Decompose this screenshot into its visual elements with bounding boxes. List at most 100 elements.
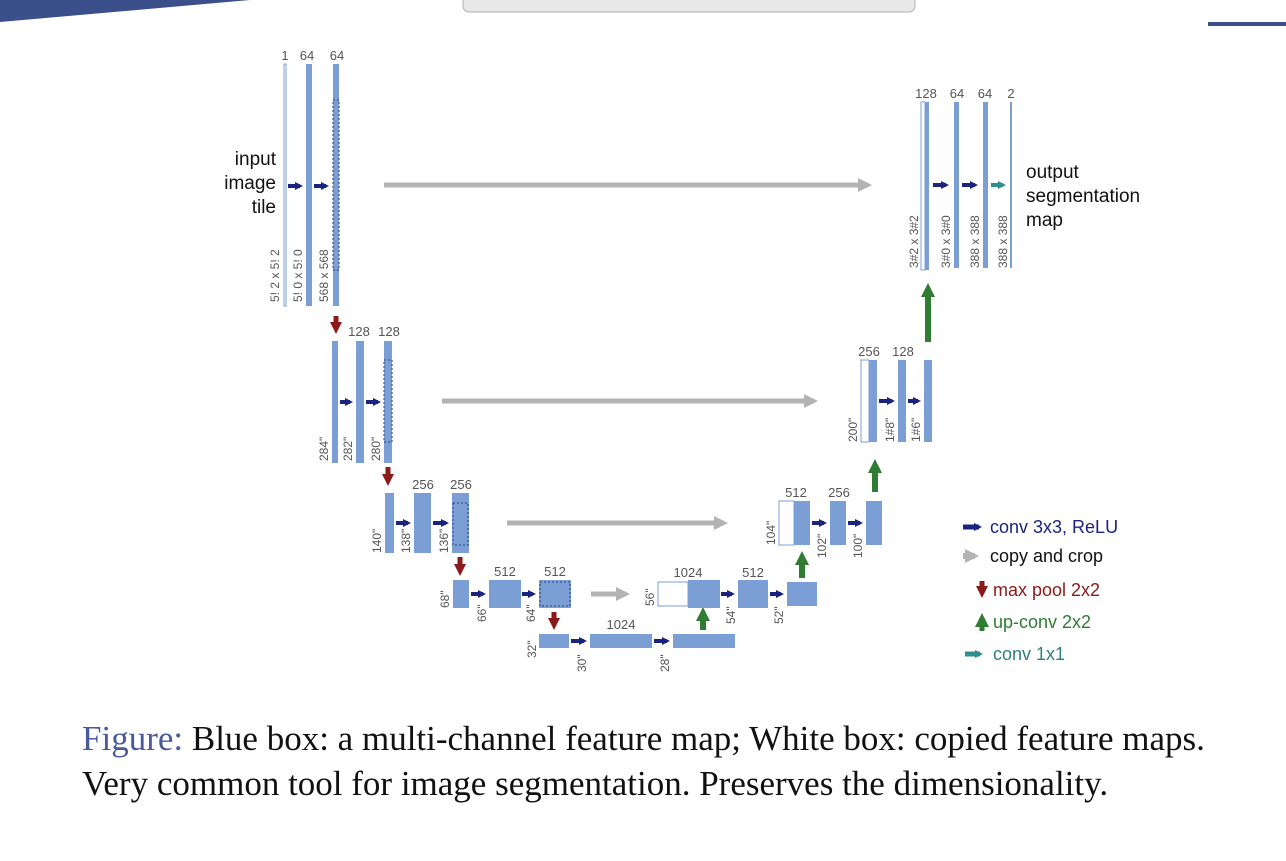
size-label: 32": [525, 640, 539, 658]
feature-map-l4-b: [489, 580, 521, 608]
size-label: 66": [475, 604, 489, 622]
size-label: 102": [815, 534, 829, 558]
channel-label: 128: [915, 86, 937, 101]
size-label: 388 x 388: [996, 215, 1010, 268]
channel-label: 256: [828, 485, 850, 500]
size-label: 104": [764, 521, 778, 545]
feature-map-u2-c: [924, 360, 932, 442]
feature-map-l3-c: [452, 493, 469, 553]
feature-map-l4-a: [453, 580, 469, 608]
feature-map-l5-a: [539, 634, 569, 648]
legend-label: conv 3x3, ReLU: [990, 517, 1118, 537]
figure-caption: Figure: Blue box: a multi-channel featur…: [82, 716, 1272, 806]
copied-map-u2: [860, 359, 870, 443]
feature-map-u2-b: [898, 360, 906, 442]
crop-region-l3: [452, 502, 469, 546]
size-label: 52": [772, 606, 786, 624]
size-label: 284": [317, 437, 331, 461]
feature-map-u3-c: [866, 501, 882, 545]
copied-map-u4: [657, 581, 689, 607]
feature-map-l2-a: [332, 341, 338, 463]
size-label: 140": [370, 529, 384, 553]
channel-label: 64: [330, 48, 344, 63]
feature-map-l1-b: [333, 64, 339, 306]
size-label: 3#2 x 3#2: [907, 215, 921, 268]
feature-map-l2-b: [356, 341, 364, 463]
feature-map-l5-c: [673, 634, 735, 648]
slide-corner-decoration: [0, 0, 250, 22]
output-label-line: segmentation: [1026, 186, 1140, 207]
copied-map-u1: [920, 101, 926, 271]
channel-label: 64: [300, 48, 314, 63]
size-label: 56": [643, 588, 657, 606]
viewer-toolbar[interactable]: [462, 0, 916, 13]
size-label: 100": [851, 534, 865, 558]
size-label: 28": [658, 654, 672, 672]
size-label: 68": [438, 590, 452, 608]
channel-label: 1024: [674, 565, 703, 580]
legend-label: copy and crop: [990, 546, 1103, 566]
channel-label: 1: [281, 48, 288, 63]
feature-map-l4-c: [539, 580, 571, 608]
channel-label: 256: [412, 477, 434, 492]
channel-label: 512: [742, 565, 764, 580]
channel-label: 1024: [607, 617, 636, 632]
feature-map-u2-a: [869, 360, 877, 442]
size-label: 280": [369, 437, 383, 461]
feature-map-u1-b: [954, 102, 959, 268]
channel-label: 256: [858, 344, 880, 359]
channel-label: 512: [544, 564, 566, 579]
size-label: 5! 0 x 5! 0: [291, 249, 305, 302]
output-label-line: map: [1026, 210, 1063, 231]
feature-map-l3-a: [385, 493, 394, 553]
size-label: 138": [399, 529, 413, 553]
feature-map-u1-a: [925, 102, 929, 270]
size-label: 200": [846, 418, 860, 442]
input-label-line: image: [224, 173, 276, 194]
channel-label: 512: [494, 564, 516, 579]
caption-lead: Figure:: [82, 719, 184, 758]
caption-text: Blue box: a multi-channel feature map; W…: [82, 719, 1205, 803]
feature-map-l3-b: [414, 493, 431, 553]
feature-map-u1-output: [1010, 102, 1012, 268]
legend: conv 3x3, ReLU copy and crop max pool 2x…: [963, 517, 1118, 664]
feature-map-u3-a: [794, 501, 810, 545]
legend-label: conv 1x1: [993, 644, 1065, 664]
crop-region-l2: [383, 359, 393, 443]
channel-label: 256: [450, 477, 472, 492]
size-label: 30": [575, 654, 589, 672]
input-label-line: tile: [252, 197, 276, 218]
copied-map-u3: [778, 500, 795, 546]
channel-label: 128: [348, 324, 370, 339]
channel-label: 512: [785, 485, 807, 500]
feature-map-u4-c: [787, 582, 817, 606]
feature-map-u4-a: [688, 580, 720, 608]
legend-label: up-conv 2x2: [993, 612, 1091, 632]
channel-label: 2: [1007, 86, 1014, 101]
output-label-line: output: [1026, 162, 1080, 183]
legend-label: max pool 2x2: [993, 580, 1100, 600]
size-label: 54": [724, 606, 738, 624]
feature-map-u1-c: [983, 102, 988, 268]
size-label: 1#6": [909, 418, 923, 442]
crop-region-l4: [539, 581, 571, 607]
feature-map-l1-a: [306, 64, 312, 306]
input-label-line: input: [235, 149, 277, 170]
feature-map-l5-b: [590, 634, 652, 648]
size-label: 136": [437, 529, 451, 553]
channel-label: 128: [378, 324, 400, 339]
feature-map-u3-b: [830, 501, 846, 545]
channel-label: 64: [950, 86, 964, 101]
channel-label: 128: [892, 344, 914, 359]
size-label: 64": [524, 604, 538, 622]
size-label: 5! 2 x 5! 2: [268, 249, 282, 302]
size-label: 568 x 568: [317, 249, 331, 302]
size-label: 282": [341, 437, 355, 461]
feature-map-u4-b: [738, 580, 768, 608]
size-label: 1#8": [883, 418, 897, 442]
size-label: 388 x 388: [968, 215, 982, 268]
channel-label: 64: [978, 86, 992, 101]
size-label: 3#0 x 3#0: [939, 215, 953, 268]
feature-map-l1-input: [283, 63, 287, 307]
